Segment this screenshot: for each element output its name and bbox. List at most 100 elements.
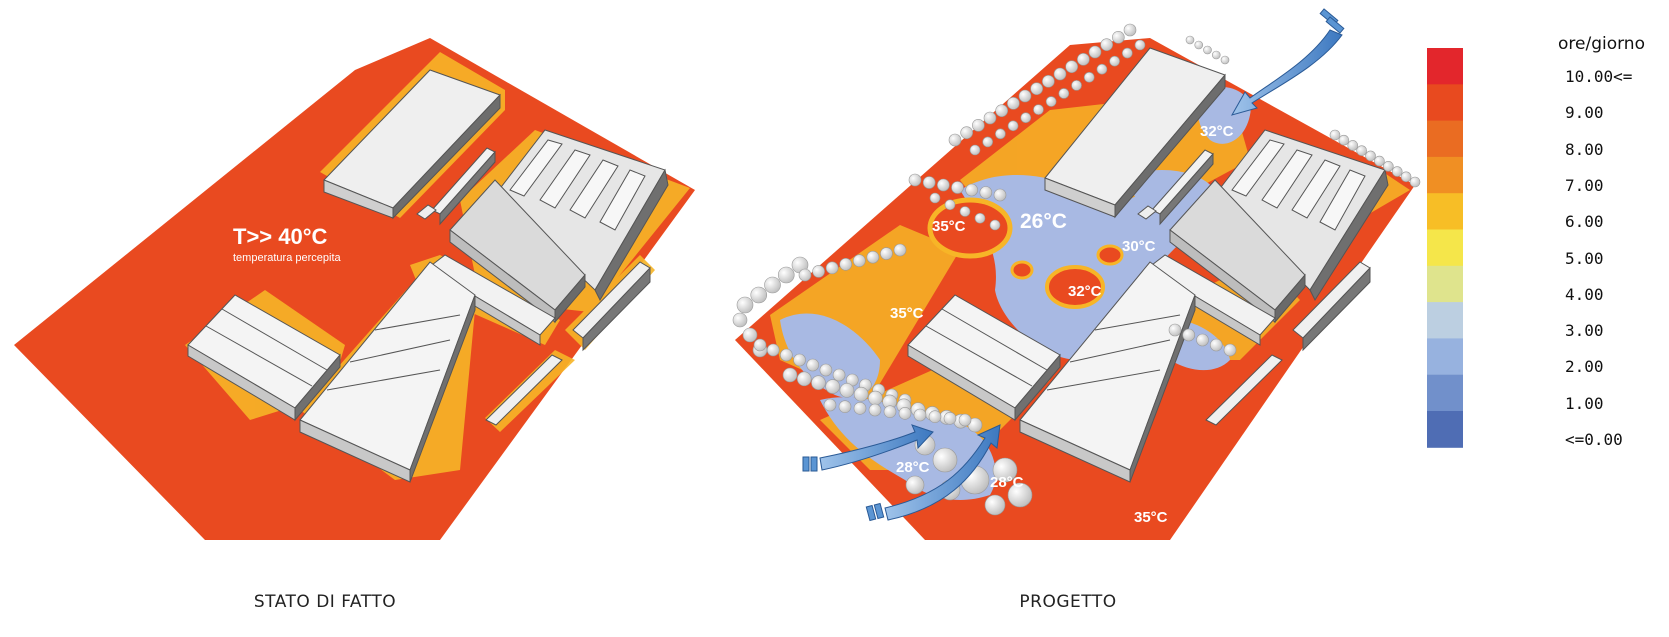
tree-icon bbox=[823, 398, 837, 412]
tree-icon bbox=[766, 343, 780, 357]
tree-icon bbox=[960, 126, 973, 139]
tree-icon bbox=[853, 402, 867, 415]
tree-icon bbox=[1220, 55, 1230, 65]
tree-icon bbox=[868, 403, 882, 417]
tree-canopies bbox=[732, 23, 1421, 516]
tree-icon bbox=[898, 407, 912, 420]
wind-arrow-north bbox=[1230, 8, 1345, 116]
tree-icon bbox=[1083, 72, 1095, 83]
building-strip-southeast bbox=[485, 261, 651, 426]
tree-icon bbox=[1211, 50, 1221, 60]
building-south-sheds bbox=[299, 261, 476, 483]
tree-icon bbox=[1194, 40, 1204, 50]
project-building-strip-small bbox=[1137, 149, 1214, 226]
tree-icon bbox=[853, 386, 869, 402]
temp-label-south-1: 28°C bbox=[896, 459, 930, 476]
tree-icon bbox=[1409, 176, 1421, 188]
tree-icon bbox=[1223, 343, 1237, 357]
tree-icon bbox=[1122, 47, 1133, 59]
existing-state-site: T>> 40°C temperatura percepita bbox=[14, 38, 695, 540]
tree-icon bbox=[1077, 53, 1090, 66]
tree-icon bbox=[979, 186, 993, 199]
tree-icon bbox=[839, 383, 855, 398]
tree-icon bbox=[1065, 60, 1078, 73]
legend-swatch bbox=[1427, 338, 1463, 376]
tree-icon bbox=[1123, 23, 1137, 37]
temp-label-west-lower: 35°C bbox=[890, 305, 924, 322]
legend-tick-label: 10.00<= bbox=[1565, 67, 1633, 86]
tree-icon bbox=[1383, 161, 1394, 172]
tree-icon bbox=[1203, 45, 1212, 55]
project-buildings bbox=[907, 47, 1389, 483]
legend-swatch bbox=[1427, 120, 1463, 158]
tree-icon bbox=[1329, 129, 1341, 141]
legend-tick-label: 9.00 bbox=[1565, 103, 1604, 123]
tree-icon bbox=[811, 375, 826, 390]
temp-label-center-east: 30°C bbox=[1122, 238, 1156, 255]
tree-icon bbox=[1033, 104, 1044, 115]
tree-icon bbox=[1109, 55, 1120, 67]
tree-icon bbox=[1042, 75, 1055, 88]
wind-arrows bbox=[802, 8, 1345, 522]
tree-icon bbox=[812, 265, 825, 278]
wind-arrow-southwest-1 bbox=[802, 424, 934, 472]
tree-icon bbox=[944, 199, 956, 211]
tree-icon bbox=[753, 338, 767, 352]
tree-icon bbox=[972, 119, 985, 132]
tree-icon bbox=[1400, 171, 1412, 183]
legend-tick-label: 4.00 bbox=[1565, 284, 1604, 304]
tree-icon bbox=[1209, 338, 1223, 352]
tree-icon bbox=[984, 494, 1006, 516]
legend-swatch bbox=[1427, 265, 1463, 303]
left-temperature-sub: temperatura percepita bbox=[233, 252, 341, 264]
tree-icon bbox=[764, 276, 781, 294]
tree-icon bbox=[782, 367, 798, 383]
tree-icon bbox=[1071, 80, 1082, 91]
tree-icon bbox=[1096, 63, 1108, 75]
tree-icon bbox=[982, 136, 993, 148]
tree-icon bbox=[992, 457, 1018, 483]
tree-icon bbox=[958, 413, 972, 427]
project-building-south-sheds bbox=[1019, 261, 1196, 483]
tree-icon bbox=[905, 475, 925, 495]
tree-icon bbox=[1020, 112, 1032, 123]
tree-icon bbox=[995, 128, 1006, 140]
tree-icon bbox=[852, 254, 866, 268]
tree-icon bbox=[825, 379, 840, 394]
project-building-large-north bbox=[1044, 47, 1226, 219]
building-southwest bbox=[187, 294, 341, 422]
tree-icon bbox=[732, 312, 748, 328]
tree-icon bbox=[777, 266, 795, 284]
legend-swatch bbox=[1427, 411, 1463, 448]
tree-icon bbox=[780, 348, 793, 362]
left-temperature-main: T>> 40°C bbox=[233, 224, 328, 249]
tree-icon bbox=[838, 400, 852, 413]
legend-swatch bbox=[1427, 374, 1463, 412]
tree-icon bbox=[913, 408, 927, 422]
tree-icon bbox=[951, 181, 964, 194]
hot-islands bbox=[927, 197, 1124, 309]
temp-label-south-2: 28°C bbox=[990, 474, 1024, 491]
legend-tick-label: 7.00 bbox=[1565, 175, 1604, 195]
wind-arrow-southwest-2 bbox=[865, 424, 1001, 522]
project-site: 32°C 26°C 35°C 30°C 32°C 35°C 28°C 28°C … bbox=[732, 8, 1421, 540]
tree-icon bbox=[1356, 145, 1367, 156]
tree-icon bbox=[1007, 97, 1020, 110]
temperature-labels: 32°C 26°C 35°C 30°C 32°C 35°C 28°C 28°C … bbox=[890, 123, 1234, 526]
project-building-complex-east bbox=[1169, 129, 1389, 324]
tree-icon bbox=[736, 296, 754, 314]
legend-title: ore/giorno bbox=[1558, 34, 1645, 54]
tree-icon bbox=[1134, 39, 1146, 51]
tree-icon bbox=[750, 286, 768, 304]
caption-progetto: PROGETTO bbox=[1019, 592, 1117, 612]
building-large-north bbox=[323, 69, 501, 220]
tree-icon bbox=[1007, 482, 1033, 508]
tree-icon bbox=[1088, 45, 1102, 59]
tree-icon bbox=[1045, 96, 1057, 107]
tree-icon bbox=[1030, 82, 1043, 95]
tree-icon bbox=[1018, 89, 1032, 103]
tree-icon bbox=[993, 188, 1007, 202]
tree-icon bbox=[868, 390, 883, 406]
tree-icon bbox=[866, 250, 880, 264]
tree-icon bbox=[883, 405, 897, 418]
